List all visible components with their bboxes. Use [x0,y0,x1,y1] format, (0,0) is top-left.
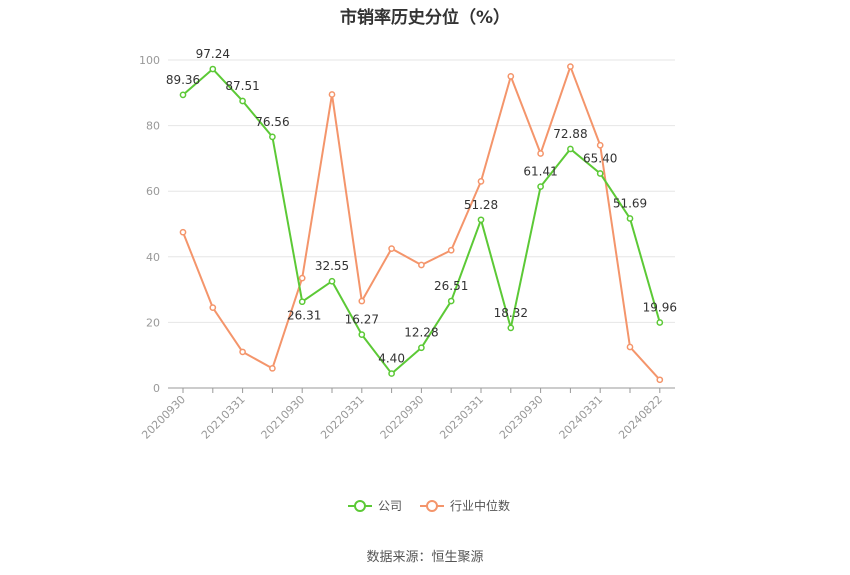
y-tick-label: 0 [153,382,160,395]
data-point-industry-median[interactable] [388,245,395,252]
data-point-company[interactable] [388,370,395,377]
x-tick-label: 20230331 [437,393,486,442]
data-point-company[interactable] [328,277,336,285]
series-layer [179,63,664,384]
data-label: 61.41 [523,165,557,179]
data-point-company[interactable] [656,319,664,326]
legend-marker [354,500,366,512]
data-point-industry-median[interactable] [596,141,604,149]
data-point-industry-median[interactable] [567,63,574,70]
x-tick-label: 20200930 [139,393,188,442]
data-label: 12.28 [404,326,438,340]
y-tick-label: 40 [146,251,160,264]
data-point-industry-median[interactable] [328,91,336,98]
x-tick-label: 20240822 [616,393,665,442]
x-tick-label: 20210930 [259,393,308,442]
legend-item-company[interactable]: 公司 [348,499,402,513]
data-point-industry-median[interactable] [179,228,187,236]
data-label: 76.56 [255,115,289,129]
data-point-industry-median[interactable] [507,73,515,80]
data-label: 26.51 [434,279,468,293]
data-label: 4.40 [378,352,405,366]
legend-marker [426,500,438,512]
y-tick-label: 20 [146,316,160,329]
data-label: 87.51 [225,79,259,93]
x-tick-label: 20220331 [318,393,367,442]
data-point-industry-median[interactable] [418,261,425,269]
data-label: 32.55 [315,259,349,273]
data-point-company[interactable] [239,97,246,105]
data-point-company[interactable] [567,145,574,153]
data-source: 数据来源：恒生聚源 [366,550,484,565]
data-point-industry-median[interactable] [358,297,366,305]
data-point-company[interactable] [358,331,366,338]
x-tick-label: 20240331 [557,393,606,442]
data-label: 51.28 [464,198,498,212]
data-point-company[interactable] [298,298,306,306]
y-tick-label: 60 [146,185,160,198]
data-label: 72.88 [553,127,587,141]
data-point-industry-median[interactable] [298,274,306,282]
data-label: 97.24 [196,47,230,61]
data-point-company[interactable] [626,215,634,222]
data-label: 26.31 [287,309,321,323]
data-label: 89.36 [166,73,200,87]
legend-label: 公司 [378,499,402,513]
data-label: 65.40 [583,151,617,165]
data-point-company[interactable] [269,133,276,141]
data-point-company[interactable] [179,91,187,99]
data-point-company[interactable] [477,216,485,224]
x-tick-label: 20210331 [199,393,248,442]
data-point-industry-median[interactable] [447,246,455,254]
data-label: 19.96 [643,301,677,315]
data-label: 51.69 [613,196,647,210]
x-tick-label: 20230930 [497,393,546,442]
data-point-industry-median[interactable] [239,348,246,356]
data-point-industry-median[interactable] [656,376,664,384]
legend[interactable]: 公司 行业中位数 [348,498,510,513]
data-point-industry-median[interactable] [269,364,276,372]
chart-title: 市销率历史分位（%） [339,8,511,28]
x-tick-label: 20220930 [378,393,427,442]
data-point-industry-median[interactable] [537,150,544,157]
data-point-company[interactable] [447,297,455,305]
data-point-company[interactable] [507,324,515,332]
y-tick-label: 80 [146,120,160,133]
data-labels: 89.36 97.24 87.51 76.56 26.31 32.55 16.27 4.40 1… [166,47,677,366]
data-point-company[interactable] [596,170,604,177]
data-point-company[interactable] [209,65,217,73]
data-point-industry-median[interactable] [626,343,634,351]
data-label: 16.27 [345,313,379,327]
y-tick-label: 100 [139,54,160,67]
legend-item-industry-median[interactable]: 行业中位数 [420,498,510,513]
data-label: 18.32 [494,306,528,320]
legend-label: 行业中位数 [450,498,510,513]
data-point-company[interactable] [418,344,425,352]
data-point-industry-median[interactable] [477,178,485,185]
data-point-industry-median[interactable] [209,304,217,311]
data-point-company[interactable] [537,183,544,190]
